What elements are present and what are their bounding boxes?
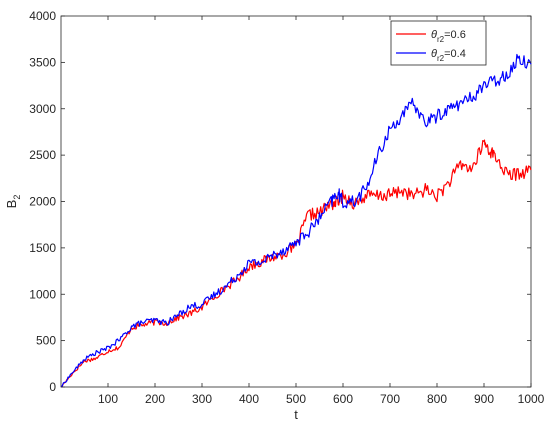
y-tick-label-3000: 3000	[29, 102, 56, 116]
y-tick-label-1500: 1500	[29, 241, 56, 255]
x-axis-label: t	[294, 407, 298, 422]
y-tick-label-2000: 2000	[29, 195, 56, 209]
y-tick-label-2500: 2500	[29, 148, 56, 162]
x-tick-label-400: 400	[239, 392, 259, 406]
series-layer	[60, 53, 532, 388]
x-tick-label-500: 500	[286, 392, 306, 406]
y-axis-label: B2	[4, 195, 22, 209]
legend: θr2=0.6 θr2=0.4	[390, 20, 487, 66]
legend-label-2: θr2=0.4	[431, 48, 466, 63]
x-tick-label-200: 200	[145, 392, 165, 406]
y-tick-label-3500: 3500	[29, 55, 56, 69]
axes-layer: 100 200 300 400 500 600 700 800 900 1000 0 500 1000 1…	[4, 9, 545, 422]
x-tick-label-900: 900	[474, 392, 494, 406]
y-tick-label-500: 500	[36, 334, 56, 348]
y-axis-label-main: B	[4, 200, 19, 209]
x-tick-label-100: 100	[98, 392, 118, 406]
y-tick-label-0: 0	[49, 380, 56, 394]
series-line-1	[60, 139, 532, 388]
y-tick-label-1000: 1000	[29, 287, 56, 301]
series-line-2	[60, 53, 532, 388]
plot-area	[60, 15, 532, 388]
plot-frame	[60, 15, 532, 388]
x-tick-label-800: 800	[427, 392, 447, 406]
x-tick-label-1000: 1000	[518, 392, 545, 406]
x-tick-label-600: 600	[333, 392, 353, 406]
legend-box	[390, 20, 487, 66]
y-tick-label-4000: 4000	[29, 9, 56, 23]
x-tick-label-700: 700	[380, 392, 400, 406]
y-axis-label-sub: 2	[12, 195, 22, 200]
legend-label-1: θr2=0.6	[431, 29, 466, 44]
x-tick-label-300: 300	[192, 392, 212, 406]
